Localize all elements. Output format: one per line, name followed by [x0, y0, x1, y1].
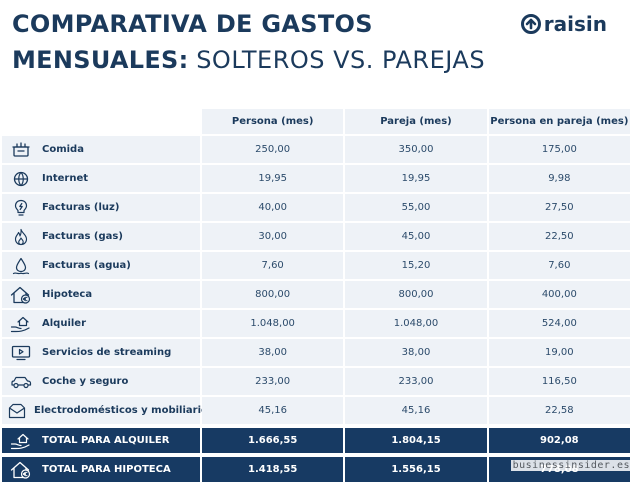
total-value-cell: 1.418,55 — [202, 457, 344, 482]
value-cell: 7,60 — [202, 252, 344, 279]
table-row: Internet 19,95 19,95 9,98 — [2, 165, 630, 192]
house-euro-icon — [8, 457, 34, 482]
lightbulb-icon — [8, 194, 34, 221]
value-cell: 38,00 — [202, 339, 344, 366]
value-cell: 175,00 — [488, 136, 630, 163]
table-row: Electrodomésticos y mobiliario 45,16 45,… — [2, 397, 630, 424]
value-cell: 27,50 — [488, 194, 630, 221]
total-label: TOTAL PARA HIPOTECA — [42, 464, 171, 475]
food-box-icon — [8, 136, 34, 163]
hand-house-icon — [8, 428, 34, 453]
value-cell: 800,00 — [345, 281, 487, 308]
table-row: Facturas (luz) 40,00 55,00 27,50 — [2, 194, 630, 221]
row-label: Facturas (luz) — [42, 202, 120, 213]
row-label: Facturas (agua) — [42, 260, 131, 271]
row-label-cell: Internet — [2, 165, 200, 192]
title-line-2: MENSUALES: SOLTEROS VS. PAREJAS — [12, 42, 532, 78]
column-header: Pareja (mes) — [345, 109, 487, 134]
row-label: Coche y seguro — [42, 376, 129, 387]
row-label-cell: Facturas (gas) — [2, 223, 200, 250]
value-cell: 400,00 — [488, 281, 630, 308]
table-row: Alquiler 1.048,00 1.048,00 524,00 — [2, 310, 630, 337]
row-label-cell: Alquiler — [2, 310, 200, 337]
value-cell: 30,00 — [202, 223, 344, 250]
row-label-cell: Comida — [2, 136, 200, 163]
total-value-cell: 1.666,55 — [202, 428, 344, 453]
title-line-2-bold: MENSUALES: — [12, 46, 189, 74]
row-label-cell: Facturas (agua) — [2, 252, 200, 279]
row-label-cell: Facturas (luz) — [2, 194, 200, 221]
value-cell: 9,98 — [488, 165, 630, 192]
globe-icon — [8, 165, 34, 192]
title-line-2-light: SOLTEROS VS. PAREJAS — [196, 46, 486, 74]
value-cell: 38,00 — [345, 339, 487, 366]
house-euro-icon — [8, 281, 34, 308]
value-cell: 524,00 — [488, 310, 630, 337]
table-row: Facturas (agua) 7,60 15,20 7,60 — [2, 252, 630, 279]
value-cell: 350,00 — [345, 136, 487, 163]
value-cell: 55,00 — [345, 194, 487, 221]
column-header: Persona (mes) — [202, 109, 344, 134]
row-label: Hipoteca — [42, 289, 93, 300]
row-label: Alquiler — [42, 318, 87, 329]
car-icon — [8, 368, 34, 395]
value-cell: 22,58 — [488, 397, 630, 424]
value-cell: 800,00 — [202, 281, 344, 308]
value-cell: 116,50 — [488, 368, 630, 395]
value-cell: 1.048,00 — [345, 310, 487, 337]
total-label: TOTAL PARA ALQUILER — [42, 435, 170, 446]
value-cell: 45,16 — [202, 397, 344, 424]
total-value-cell: 902,08 — [488, 428, 630, 453]
raisin-logo-icon — [520, 14, 541, 34]
total-label-cell: TOTAL PARA ALQUILER — [2, 428, 200, 453]
total-value-cell: 1.804,15 — [345, 428, 487, 453]
title-line-1: COMPARATIVA DE GASTOS — [12, 10, 373, 38]
table-row: Servicios de streaming 38,00 38,00 19,00 — [2, 339, 630, 366]
row-label: Internet — [42, 173, 89, 184]
row-label: Comida — [42, 144, 84, 155]
brand-logo: raisin — [520, 12, 607, 36]
value-cell: 45,00 — [345, 223, 487, 250]
table-row: Comida 250,00 350,00 175,00 — [2, 136, 630, 163]
value-cell: 15,20 — [345, 252, 487, 279]
row-label-cell: Servicios de streaming — [2, 339, 200, 366]
value-cell: 45,16 — [345, 397, 487, 424]
page-title: COMPARATIVA DE GASTOS MENSUALES: SOLTERO… — [12, 6, 532, 78]
value-cell: 19,00 — [488, 339, 630, 366]
expense-table: Persona (mes) Pareja (mes) Persona en pa… — [2, 109, 630, 482]
value-cell: 19,95 — [345, 165, 487, 192]
total-label-cell: TOTAL PARA HIPOTECA — [2, 457, 200, 482]
row-label-cell: Coche y seguro — [2, 368, 200, 395]
value-cell: 19,95 — [202, 165, 344, 192]
brand-name: raisin — [543, 12, 607, 36]
source-watermark: businessinsider.es — [510, 460, 632, 471]
value-cell: 1.048,00 — [202, 310, 344, 337]
column-header: Persona en pareja (mes) — [488, 109, 630, 134]
table-header: Persona (mes) Pareja (mes) Persona en pa… — [2, 109, 630, 134]
hand-house-icon — [8, 310, 34, 337]
table-row: Facturas (gas) 30,00 45,00 22,50 — [2, 223, 630, 250]
row-label: Servicios de streaming — [42, 347, 172, 358]
table-row: Coche y seguro 233,00 233,00 116,50 — [2, 368, 630, 395]
row-label-cell: Electrodomésticos y mobiliario — [2, 397, 208, 424]
value-cell: 250,00 — [202, 136, 344, 163]
total-row-rent: TOTAL PARA ALQUILER 1.666,55 1.804,15 90… — [2, 428, 630, 453]
water-drop-icon — [8, 252, 34, 279]
appliance-icon — [8, 397, 26, 424]
value-cell: 233,00 — [345, 368, 487, 395]
total-value-cell: 1.556,15 — [345, 457, 487, 482]
row-label: Electrodomésticos y mobiliario — [34, 405, 208, 416]
value-cell: 7,60 — [488, 252, 630, 279]
value-cell: 233,00 — [202, 368, 344, 395]
tv-play-icon — [8, 339, 34, 366]
value-cell: 22,50 — [488, 223, 630, 250]
value-cell: 40,00 — [202, 194, 344, 221]
row-label: Facturas (gas) — [42, 231, 123, 242]
table-row: Hipoteca 800,00 800,00 400,00 — [2, 281, 630, 308]
flame-icon — [8, 223, 34, 250]
row-label-cell: Hipoteca — [2, 281, 200, 308]
